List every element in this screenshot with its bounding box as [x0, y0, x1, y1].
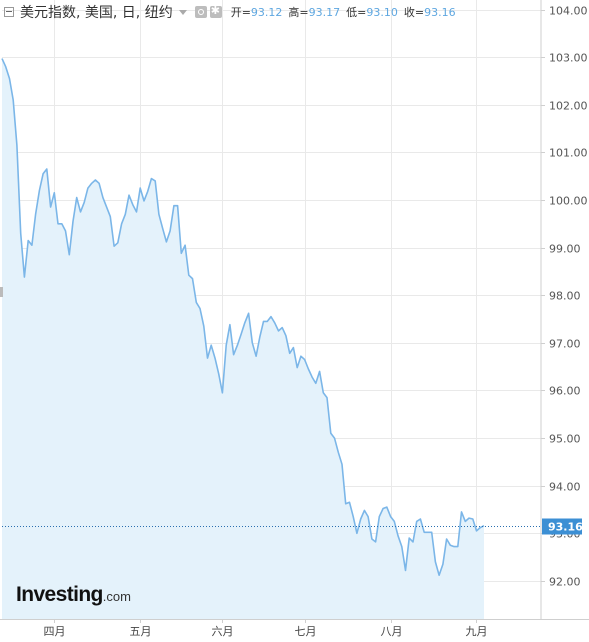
- close-value: 93.16: [424, 6, 456, 19]
- y-tick-label: 99.00: [549, 243, 581, 256]
- y-tick-label: 94.00: [549, 481, 581, 494]
- y-tick-label: 100.00: [549, 195, 588, 208]
- last-price-label: 93.16: [542, 518, 583, 535]
- collapse-icon[interactable]: [4, 7, 14, 17]
- x-tick-label: 四月: [44, 625, 66, 638]
- x-tick-label: 八月: [381, 625, 403, 638]
- logo-suffix: .com: [102, 589, 131, 604]
- chevron-down-icon[interactable]: [178, 9, 187, 15]
- low-readout: 低=93.10: [346, 4, 398, 20]
- low-label: 低=: [346, 6, 367, 19]
- y-tick-label: 104.00: [549, 5, 588, 18]
- open-label: 开=: [230, 6, 251, 19]
- x-axis: 四月 五月 六月 七月 八月 九月: [0, 619, 589, 638]
- y-tick-label: 103.00: [549, 52, 588, 65]
- x-tick-label: 七月: [295, 625, 317, 638]
- resize-handle[interactable]: [0, 287, 3, 297]
- y-tick-label: 95.00: [549, 433, 581, 446]
- logo-brand: Investing: [16, 583, 103, 606]
- instrument-title: 美元指数, 美国, 日, 纽约: [20, 5, 173, 21]
- low-value: 93.10: [366, 6, 398, 19]
- open-value: 93.12: [250, 6, 283, 19]
- y-tick-label: 102.00: [549, 100, 588, 113]
- y-tick-label: 97.00: [549, 338, 581, 351]
- investing-logo: Investing.com: [16, 583, 131, 607]
- last-price-value: 93.16: [548, 521, 583, 534]
- y-axis: 104.00 103.00 102.00 101.00 100.00 99.00 98.00…: [540, 0, 588, 619]
- high-value: 93.17: [308, 6, 341, 19]
- open-readout: 开=93.12: [231, 4, 283, 20]
- high-readout: 高=93.17: [288, 4, 340, 20]
- eye-icon[interactable]: [194, 6, 207, 18]
- y-tick-label: 92.00: [549, 576, 581, 589]
- y-tick-label: 96.00: [549, 385, 581, 398]
- y-tick-label: 101.00: [549, 147, 588, 160]
- high-label: 高=: [288, 6, 309, 19]
- price-area: [2, 58, 484, 620]
- gear-icon[interactable]: [209, 4, 222, 18]
- x-tick-label: 六月: [212, 625, 234, 638]
- chart-header: 美元指数, 美国, 日, 纽约 开=93.12 高=93.17 低=93.10 …: [0, 0, 540, 24]
- y-tick-label: 98.00: [549, 290, 581, 303]
- close-label: 收=: [403, 6, 425, 19]
- price-line: [1, 58, 485, 576]
- x-tick-label: 五月: [130, 625, 152, 638]
- close-readout: 收=93.16: [404, 4, 456, 20]
- x-tick-label: 九月: [466, 625, 488, 638]
